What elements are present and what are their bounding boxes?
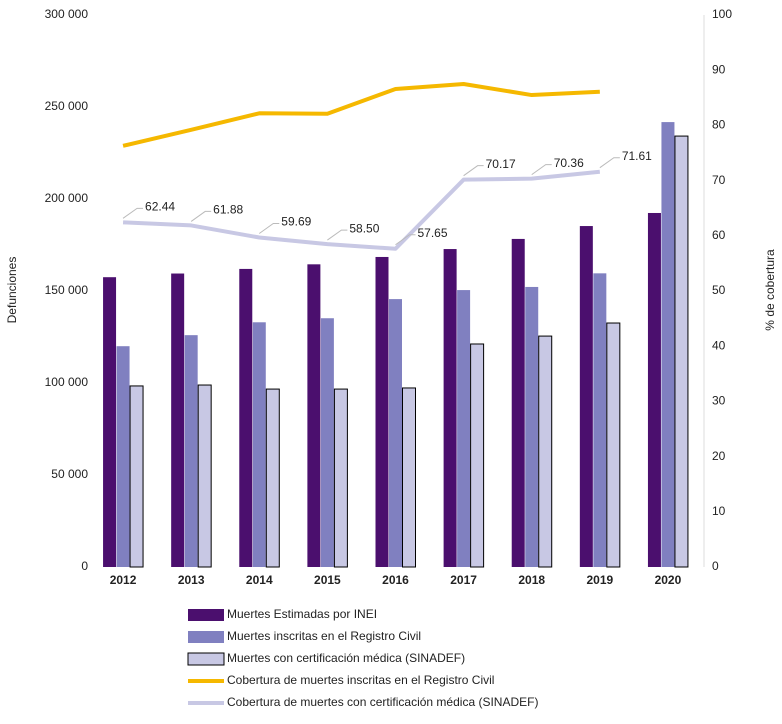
y-tick-label: 200 000 (45, 191, 89, 205)
y2-tick-label: 40 (712, 338, 726, 352)
leader-line (258, 223, 280, 234)
x-tick-label: 2013 (178, 573, 205, 587)
y-tick-label: 50 000 (51, 467, 88, 481)
bar (457, 290, 471, 567)
legend-label: Muertes Estimadas por INEI (227, 607, 377, 621)
y2-tick-label: 90 (712, 62, 726, 76)
x-tick-label: 2017 (450, 573, 477, 587)
bar (197, 384, 212, 568)
data-label: 70.36 (554, 156, 584, 170)
line (122, 82, 600, 148)
bar (661, 122, 675, 567)
legend-label: Muertes inscritas en el Registro Civil (227, 629, 421, 643)
y2-axis-label: % de cobertura (763, 249, 777, 331)
bar (647, 212, 661, 567)
bar (511, 238, 525, 568)
bar (538, 335, 553, 568)
bar (171, 273, 185, 567)
legend-swatch (188, 631, 224, 643)
legend-label: Cobertura de muertes inscritas en el Reg… (227, 673, 494, 687)
leader-line (122, 207, 144, 219)
bar (307, 264, 321, 567)
y-tick-label: 250 000 (45, 99, 89, 113)
x-tick-label: 2012 (110, 573, 137, 587)
bar (593, 273, 607, 567)
y2-tick-label: 60 (712, 228, 726, 242)
data-label: 61.88 (213, 203, 243, 217)
leader-line (327, 229, 348, 241)
x-tick-label: 2014 (246, 573, 273, 587)
bar (389, 299, 402, 567)
line (122, 169, 601, 251)
bar (470, 343, 485, 568)
y-tick-label: 150 000 (45, 283, 89, 297)
data-label: 58.50 (349, 221, 379, 235)
legend-label: Cobertura de muertes con certificación m… (227, 695, 538, 709)
bar (402, 387, 416, 568)
data-label: 59.69 (281, 215, 311, 229)
bar (103, 277, 117, 567)
y2-tick-label: 10 (712, 504, 726, 518)
y2-tick-label: 70 (712, 173, 726, 187)
y-axis-label: Defunciones (5, 257, 19, 324)
y-tick-label: 0 (81, 559, 88, 573)
bar (129, 385, 144, 568)
bar (579, 226, 593, 567)
bar (239, 268, 253, 567)
y-tick-label: 100 000 (45, 375, 89, 389)
x-tick-label: 2019 (586, 573, 613, 587)
y2-tick-label: 0 (712, 559, 719, 573)
leader-line (531, 164, 552, 176)
bar (333, 388, 348, 568)
leader-line (463, 165, 484, 177)
bar (265, 388, 280, 568)
bar (606, 322, 621, 568)
legend-label: Muertes con certificación médica (SINADE… (227, 651, 465, 665)
leader-line (190, 210, 212, 222)
bar (443, 249, 457, 567)
y2-tick-label: 100 (712, 7, 732, 21)
bar (116, 346, 130, 567)
data-label: 71.61 (622, 149, 652, 163)
data-label: 70.17 (486, 157, 516, 171)
x-tick-label: 2018 (518, 573, 545, 587)
y-tick-label: 300 000 (45, 7, 89, 21)
bar (375, 256, 389, 567)
bar (320, 318, 334, 567)
y2-tick-label: 20 (712, 449, 726, 463)
bar (525, 286, 539, 567)
legend-swatch (188, 609, 224, 621)
x-tick-label: 2015 (314, 573, 341, 587)
y2-tick-label: 50 (712, 283, 726, 297)
leader-line (395, 234, 416, 246)
data-label: 62.44 (145, 200, 175, 214)
leader-line (599, 157, 620, 169)
x-tick-label: 2016 (382, 573, 409, 587)
data-label: 57.65 (418, 226, 448, 240)
x-tick-label: 2020 (655, 573, 682, 587)
bar (184, 335, 198, 567)
bar (252, 322, 266, 567)
bar (674, 135, 689, 568)
y2-tick-label: 30 (712, 394, 726, 408)
legend-swatch (187, 652, 225, 666)
y2-tick-label: 80 (712, 118, 726, 132)
